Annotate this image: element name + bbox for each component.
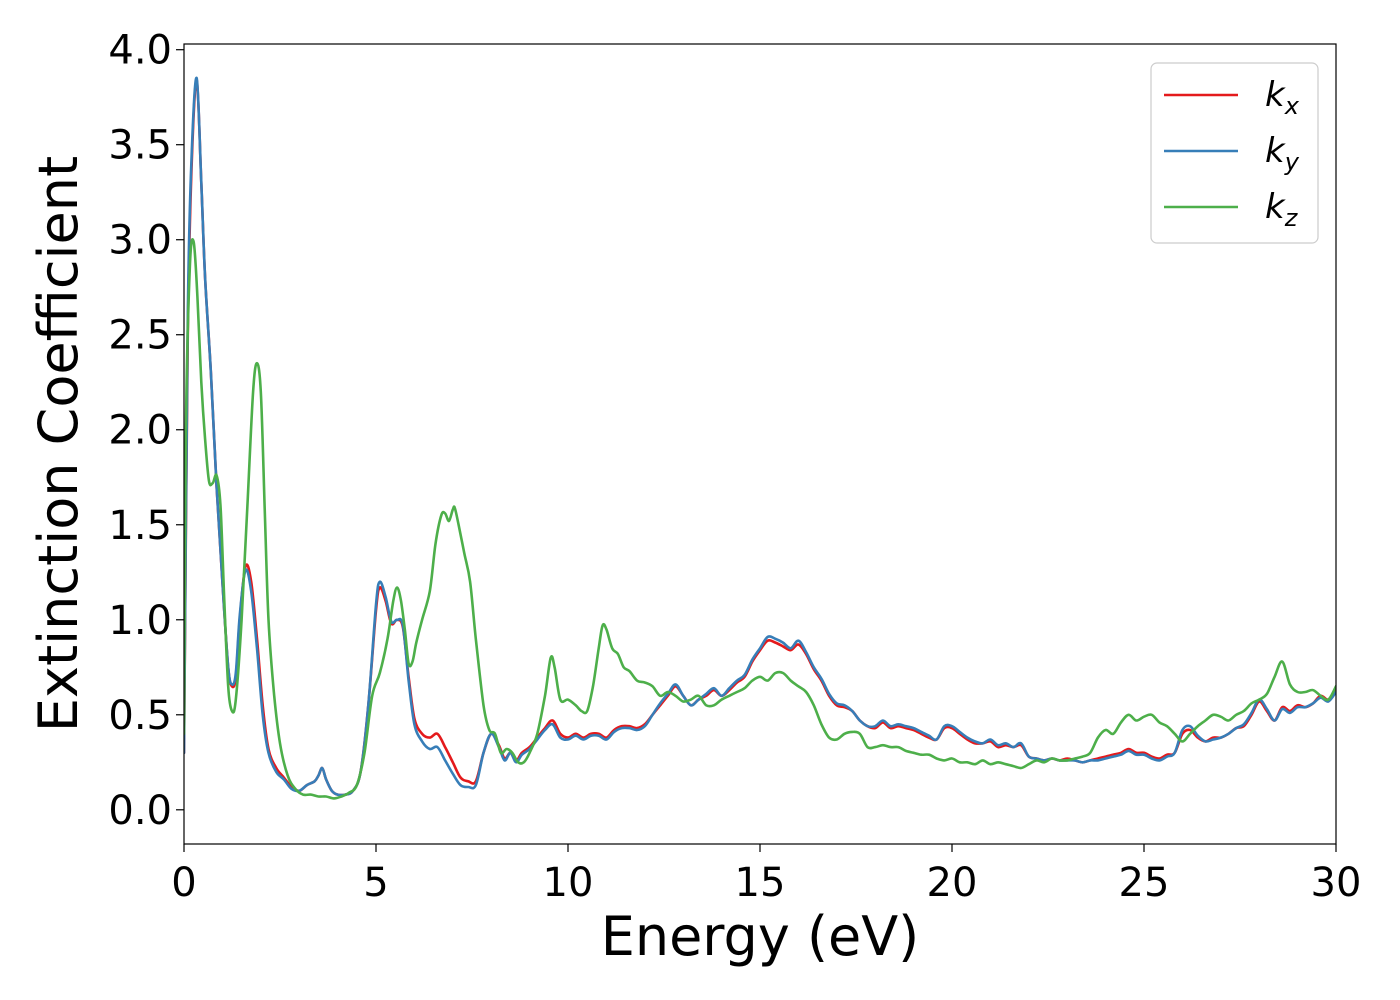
- y-tick-label: 1.0: [108, 598, 172, 644]
- y-axis: 0.0 0.5 1.0 1.5 2.0 2.5 3.0 3.5 4.0: [108, 28, 184, 834]
- y-tick-label: 4.0: [108, 28, 172, 74]
- series-layer: [184, 76, 1336, 800]
- legend-box: [1150, 62, 1319, 244]
- series-line-ky: [184, 76, 1336, 797]
- y-tick-label: 2.0: [108, 408, 172, 454]
- legend-label-kz: kz: [1265, 187, 1299, 232]
- legend: kx ky kz: [1150, 62, 1319, 244]
- y-tick-label: 0.0: [108, 788, 172, 834]
- series-line-kz: [184, 238, 1336, 800]
- y-tick-label: 1.5: [108, 503, 172, 549]
- y-tick-label: 3.0: [108, 218, 172, 264]
- x-tick-label: 30: [1311, 860, 1362, 906]
- y-tick-label: 2.5: [108, 313, 172, 359]
- x-tick-label: 15: [735, 860, 786, 906]
- x-tick-label: 0: [171, 860, 196, 906]
- x-tick-label: 5: [363, 860, 388, 906]
- y-axis-label: Extinction Coefficient: [27, 156, 90, 732]
- x-tick-label: 25: [1119, 860, 1170, 906]
- x-tick-label: 10: [543, 860, 594, 906]
- legend-items: kx ky kz: [1164, 75, 1300, 232]
- y-tick-label: 3.5: [108, 123, 172, 169]
- x-axis-label: Energy (eV): [601, 905, 920, 968]
- legend-label-kx: kx: [1265, 75, 1300, 120]
- legend-label-ky: ky: [1265, 131, 1300, 176]
- x-axis: 0 5 10 15 20 25 30: [171, 844, 1361, 906]
- x-tick-label: 20: [927, 860, 978, 906]
- y-tick-label: 0.5: [108, 693, 172, 739]
